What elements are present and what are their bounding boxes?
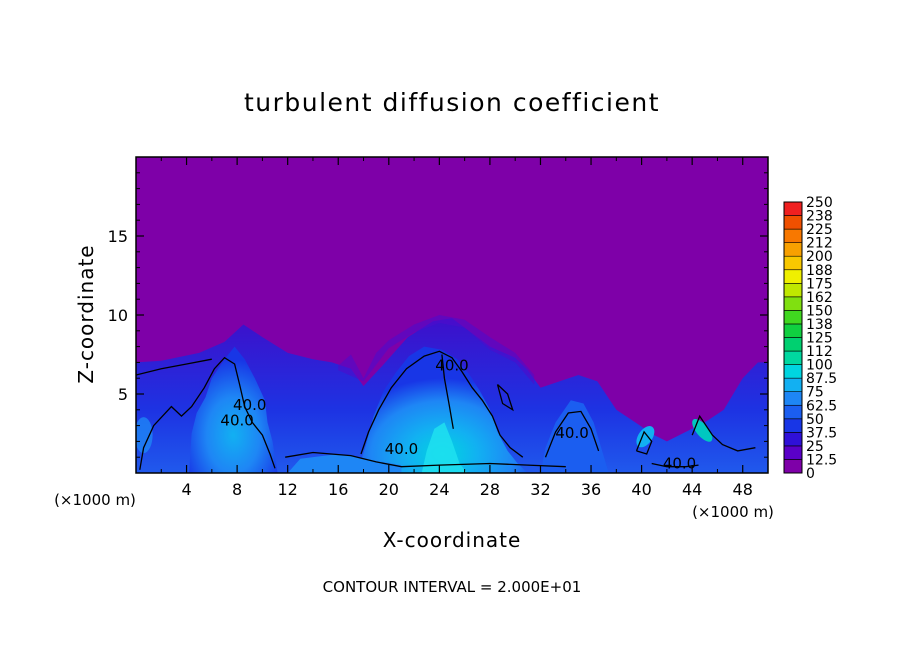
colorbar-label: 0: [806, 466, 815, 482]
colorbar-cell: [783, 404, 803, 420]
y-tick-label: 5: [118, 385, 128, 404]
x-tick-label: 20: [379, 480, 399, 499]
x-tick-label: 48: [733, 480, 753, 499]
y-axis: 5 10 15: [108, 172, 768, 458]
colorbar-cell: [783, 282, 803, 298]
x-tick-label: 8: [232, 480, 242, 499]
x-axis-label: X-coordinate: [383, 528, 522, 552]
colorbar-label: 37.5: [806, 425, 837, 441]
contour-line: [496, 384, 514, 412]
x-unit-right: (×1000 m): [692, 503, 774, 521]
colorbar-label: 25: [806, 439, 824, 455]
colorbar-cell: [783, 445, 803, 460]
colorbar-label: 150: [806, 303, 833, 319]
x-tick-label: 28: [480, 480, 500, 499]
contour-label: 40.0: [663, 454, 696, 472]
x-tick-label: 12: [278, 480, 298, 499]
fringe-region: [338, 315, 535, 385]
colorbar-cell: [783, 215, 803, 230]
colorbar-label: 62.5: [806, 398, 837, 414]
contour-label: 40.0: [435, 356, 468, 374]
contour-line: [136, 358, 212, 376]
contour-label: 40.0: [555, 424, 588, 442]
contour-label: 40.0: [385, 440, 418, 458]
x-tick-label: 4: [181, 480, 191, 499]
colorbar-label: 200: [806, 249, 833, 265]
x-unit-left: (×1000 m): [54, 491, 136, 509]
contour-label: 40.0: [220, 412, 253, 430]
colorbar-cell: [783, 323, 803, 338]
colorbar-cell: [783, 242, 803, 257]
colorbar-cell: [783, 269, 803, 284]
x-tick-label: 40: [631, 480, 651, 499]
colorbar-label: 87.5: [806, 371, 837, 387]
contour-line: [139, 356, 276, 470]
contour-line: [441, 354, 454, 429]
y-tick-label: 15: [108, 227, 128, 246]
plume-region: [136, 417, 153, 454]
x-tick-label: 16: [328, 480, 348, 499]
colorbar-label: 238: [806, 209, 833, 225]
colorbar-cell: [783, 350, 803, 365]
plume-region: [357, 346, 528, 473]
contour-line: [635, 430, 653, 455]
colorbar: 012.52537.55062.57587.510011212513815016…: [783, 195, 837, 482]
x-tick-label: 36: [581, 480, 601, 499]
x-axis: 4 8 12 16 20 24 28 32 36 40 44 48: [160, 157, 753, 499]
colorbar-label: 12.5: [806, 452, 837, 468]
field: 40.040.040.040.040.040.0: [136, 157, 768, 473]
x-tick-label: 44: [682, 480, 702, 499]
plume-region: [692, 418, 713, 442]
colorbar-label: 112: [806, 344, 833, 360]
colorbar-frame: [783, 201, 803, 474]
chart-title: turbulent diffusion coefficient: [244, 88, 660, 117]
colorbar-cell: [783, 228, 803, 243]
colorbar-label: 162: [806, 290, 833, 306]
colorbar-label: 175: [806, 276, 833, 292]
colorbar-label: 50: [806, 412, 824, 428]
colorbar-label: 125: [806, 331, 833, 347]
y-tick-label: 10: [108, 306, 128, 325]
colorbar-cell: [783, 201, 803, 216]
colorbar-cell: [783, 337, 803, 352]
contour-label: 40.0: [233, 396, 266, 414]
contour-line: [544, 410, 600, 458]
colorbar-label: 250: [806, 195, 833, 211]
plume-region: [189, 346, 278, 473]
colorbar-label: 138: [806, 317, 833, 333]
contour-line: [360, 350, 524, 458]
plume-core-region: [421, 422, 468, 473]
colorbar-cell: [783, 377, 803, 392]
colorbar-cell: [783, 255, 803, 271]
plume-region: [636, 426, 655, 448]
x-tick-label: 24: [429, 480, 449, 499]
colorbar-label: 225: [806, 222, 833, 238]
colorbar-label: 75: [806, 385, 824, 401]
colorbar-cell: [783, 296, 803, 311]
plot-area: 40.040.040.040.040.040.0: [135, 156, 769, 474]
x-tick-label: 32: [530, 480, 550, 499]
surface-band-region: [287, 454, 402, 473]
colorbar-cell: [783, 432, 803, 447]
plume-region: [540, 400, 609, 473]
colorbar-cell: [783, 310, 803, 325]
contour-interval-footer: CONTOUR INTERVAL = 2.000E+01: [323, 578, 582, 596]
y-axis-label: Z-coordinate: [74, 244, 98, 383]
colorbar-cell: [783, 418, 803, 433]
colorbar-cell: [783, 391, 803, 406]
colorbar-label: 212: [806, 236, 833, 252]
contour-line: [691, 414, 756, 452]
colorbar-cell: [783, 459, 803, 474]
colorbar-label: 100: [806, 358, 833, 374]
colorbar-label: 188: [806, 263, 833, 279]
colorbar-cell: [783, 364, 803, 379]
contour-line: [285, 451, 566, 468]
